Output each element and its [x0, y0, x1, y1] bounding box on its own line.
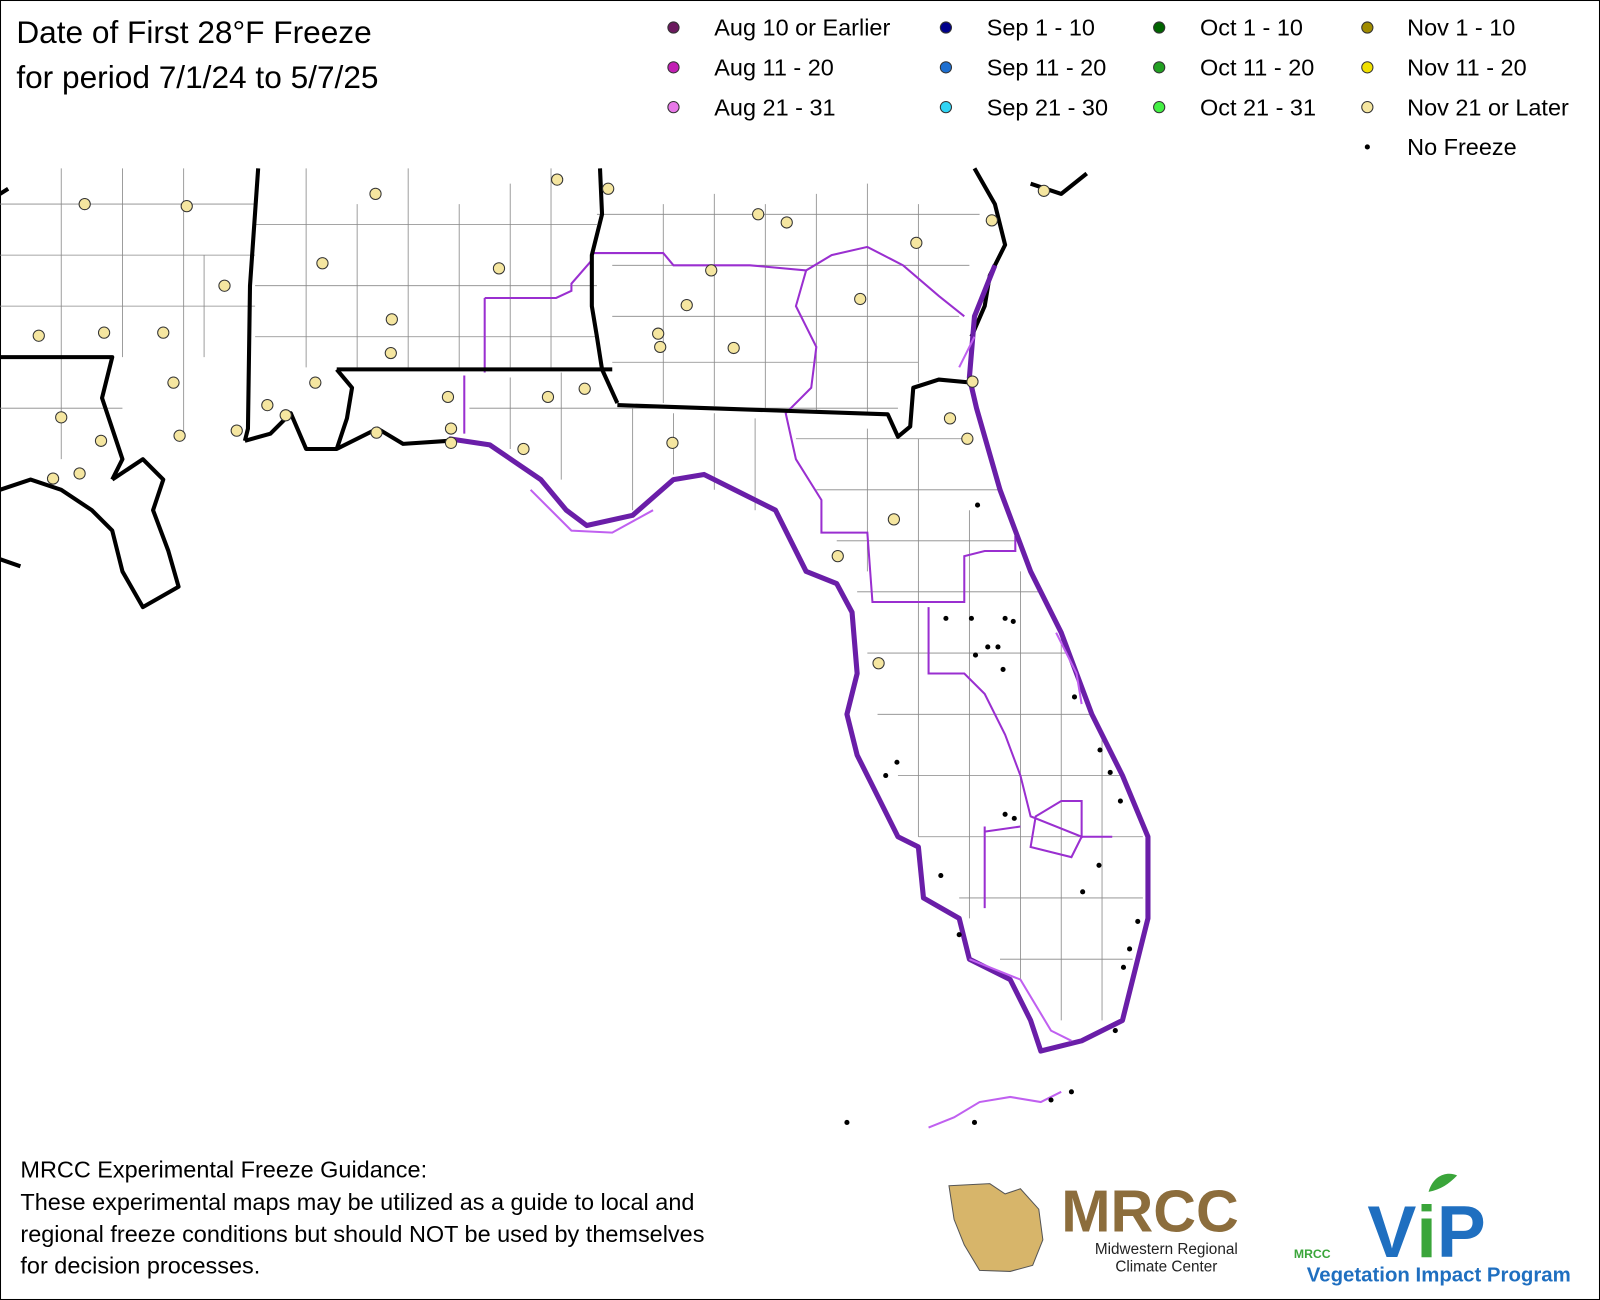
state-borders	[0, 167, 1089, 569]
vip-program: Vegetation Impact Program	[1307, 1265, 1571, 1287]
mrcc-logo: MRCC Midwestern Regional Climate Center	[948, 1178, 1239, 1275]
legend-label: Sep 1 - 10	[987, 15, 1095, 41]
legend: Aug 10 or Earlier Aug 11 - 20 Aug 21 - 31 S…	[667, 15, 1569, 160]
legend-marker	[1361, 21, 1374, 34]
vip-letter: P	[1437, 1190, 1486, 1273]
legend-label: Aug 10 or Earlier	[714, 15, 890, 41]
vip-letter: i	[1416, 1190, 1436, 1273]
climate-divisions	[463, 245, 1113, 909]
legend-marker	[1153, 21, 1166, 34]
legend-marker	[667, 61, 680, 74]
legend-marker	[939, 21, 953, 34]
legend-label: Aug 21 - 31	[714, 94, 835, 120]
legend-label: Nov 21 or Later	[1407, 94, 1569, 120]
footer-line: for decision processes.	[20, 1252, 260, 1278]
legend-label: Nov 1 - 10	[1407, 15, 1515, 41]
legend-label: No Freeze	[1407, 134, 1517, 160]
footer-line: These experimental maps may be utilized …	[20, 1189, 694, 1215]
footer-heading: MRCC Experimental Freeze Guidance:	[20, 1157, 427, 1183]
title-line: Date of First 28°F Freeze	[16, 14, 371, 50]
vip-small-mrcc: MRCC	[1294, 1247, 1331, 1261]
legend-marker	[1153, 61, 1166, 74]
legend-marker	[667, 21, 680, 34]
legend-marker	[1153, 101, 1166, 114]
mrcc-name: MRCC	[1061, 1178, 1239, 1245]
map	[0, 167, 1151, 1129]
stations-no-freeze	[844, 502, 1141, 1125]
coastline	[0, 264, 1151, 1129]
vip-leaf	[1428, 1173, 1458, 1192]
midwest-map-icon	[948, 1183, 1044, 1272]
stations-late-freeze	[32, 173, 1050, 670]
legend-label: Oct 1 - 10	[1200, 15, 1303, 41]
vip-logo: MRCC ViP Vegetation Impact Program	[1294, 1173, 1571, 1287]
legend-marker	[939, 101, 953, 114]
footer-line: regional freeze conditions but should NO…	[20, 1221, 704, 1247]
mrcc-subtitle: Midwestern Regional	[1095, 1241, 1238, 1258]
mrcc-subtitle: Climate Center	[1115, 1258, 1217, 1275]
legend-label: Oct 11 - 20	[1200, 55, 1314, 81]
legend-label: Aug 11 - 20	[714, 55, 834, 81]
legend-marker	[1361, 101, 1374, 114]
title-line: for period 7/1/24 to 5/7/25	[16, 59, 378, 95]
legend-marker	[939, 61, 953, 74]
legend-marker	[1361, 61, 1374, 74]
legend-label: Sep 21 - 30	[987, 94, 1108, 120]
vip-wordmark: ViP	[1367, 1190, 1485, 1273]
legend-label: Sep 11 - 20	[987, 55, 1107, 81]
legend-label: Oct 21 - 31	[1200, 94, 1316, 120]
legend-marker	[667, 101, 680, 114]
legend-marker	[1364, 144, 1370, 150]
legend-label: Nov 11 - 20	[1407, 55, 1527, 81]
vip-letter: V	[1367, 1190, 1416, 1273]
